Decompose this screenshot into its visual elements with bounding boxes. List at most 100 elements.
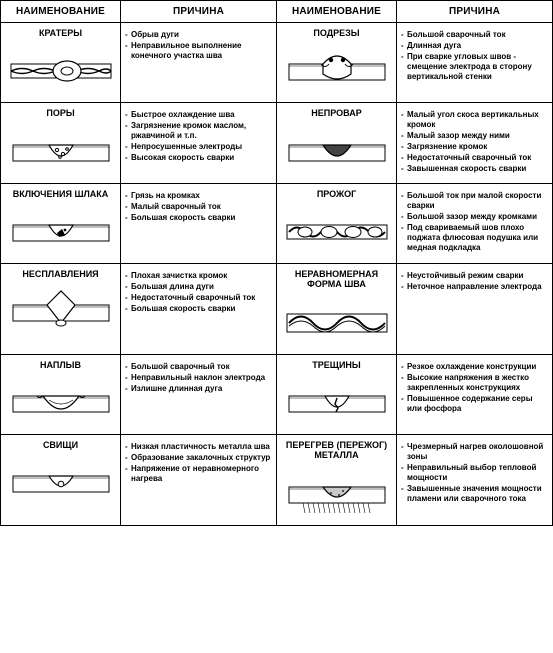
table-row: ПОРЫ Быстрое охлаждение шваЗагрязнение к… — [1, 103, 553, 183]
defect-title: ПРОЖОГ — [281, 187, 392, 202]
cause-item: Неправильное выполнение конечного участк… — [125, 41, 273, 61]
defect-cause-cell: Низкая пластичность металла шваОбразован… — [121, 435, 277, 526]
cause-item: Неправильный наклон электрода — [125, 373, 273, 383]
cause-item: Большая скорость сварки — [125, 213, 273, 223]
defect-name-cell: НЕСПЛАВЛЕНИЯ — [1, 264, 121, 355]
header-cause-2: ПРИЧИНА — [397, 1, 553, 23]
defect-title: СВИЩИ — [5, 438, 116, 453]
cause-list: Большой ток при малой скорости сваркиБол… — [401, 191, 549, 253]
cause-item: Образование закалочных структур — [125, 453, 273, 463]
defect-name-cell: ТРЕЩИНЫ — [277, 354, 397, 434]
defect-cause-cell: Грязь на кромкахМалый сварочный токБольш… — [121, 183, 277, 263]
defect-illustration — [281, 202, 392, 260]
cause-item: Чрезмерный нагрев околошовной зоны — [401, 442, 549, 462]
defect-illustration — [281, 464, 392, 522]
cause-item: Малый угол скоса вертикальных кромок — [401, 110, 549, 130]
defect-illustration — [281, 373, 392, 431]
cause-item: Грязь на кромках — [125, 191, 273, 201]
cause-list: Неустойчивый режим сваркиНеточное направ… — [401, 271, 549, 292]
defect-illustration — [5, 202, 116, 260]
cause-item: Излишне длинная дуга — [125, 384, 273, 394]
cause-item: Загрязнение кромок — [401, 142, 549, 152]
cause-item: Неточное направление электрода — [401, 282, 549, 292]
cause-list: Малый угол скоса вертикальных кромокМалы… — [401, 110, 549, 174]
defect-name-cell: ПРОЖОГ — [277, 183, 397, 263]
defect-cause-cell: Большой ток при малой скорости сваркиБол… — [397, 183, 553, 263]
cause-item: Загрязнение кромок маслом, ржавчиной и т… — [125, 121, 273, 141]
defect-cause-cell: Неустойчивый режим сваркиНеточное направ… — [397, 264, 553, 355]
cause-item: Непросушенные электроды — [125, 142, 273, 152]
header-name-2: НАИМЕНОВАНИЕ — [277, 1, 397, 23]
defect-cause-cell: Большой сварочный токДлинная дугаПри сва… — [397, 23, 553, 103]
defect-illustration — [5, 453, 116, 511]
header-row: НАИМЕНОВАНИЕ ПРИЧИНА НАИМЕНОВАНИЕ ПРИЧИН… — [1, 1, 553, 23]
defect-illustration — [5, 282, 116, 340]
cause-list: Большой сварочный токДлинная дугаПри сва… — [401, 30, 549, 82]
cause-item: Большой сварочный ток — [401, 30, 549, 40]
defect-illustration — [5, 41, 116, 99]
defect-name-cell: ПЕРЕГРЕВ (ПЕРЕЖОГ) МЕТАЛЛА — [277, 435, 397, 526]
defect-name-cell: СВИЩИ — [1, 435, 121, 526]
table-row: КРАТЕРЫ Обрыв дугиНеправильное выполнени… — [1, 23, 553, 103]
cause-item: Плохая зачистка кромок — [125, 271, 273, 281]
cause-item: Малый сварочный ток — [125, 202, 273, 212]
cause-item: Обрыв дуги — [125, 30, 273, 40]
cause-item: Повышенное содержание серы или фосфора — [401, 394, 549, 414]
defect-name-cell: ПОРЫ — [1, 103, 121, 183]
cause-list: Быстрое охлаждение шваЗагрязнение кромок… — [125, 110, 273, 163]
defect-title: НЕСПЛАВЛЕНИЯ — [5, 267, 116, 282]
defect-title: ПОДРЕЗЫ — [281, 26, 392, 41]
cause-item: Недостаточный сварочный ток — [401, 153, 549, 163]
defect-name-cell: ПОДРЕЗЫ — [277, 23, 397, 103]
header-cause-1: ПРИЧИНА — [121, 1, 277, 23]
cause-item: Завышенная скорость сварки — [401, 164, 549, 174]
cause-item: Большая скорость сварки — [125, 304, 273, 314]
cause-list: Чрезмерный нагрев околошовной зоныНеправ… — [401, 442, 549, 504]
defect-illustration — [5, 122, 116, 180]
defect-title: ПЕРЕГРЕВ (ПЕРЕЖОГ) МЕТАЛЛА — [281, 438, 392, 464]
defect-title: ВКЛЮЧЕНИЯ ШЛАКА — [5, 187, 116, 202]
cause-list: Плохая зачистка кромокБольшая длина дуги… — [125, 271, 273, 314]
defect-title: НЕРАВНОМЕРНАЯ ФОРМА ШВА — [281, 267, 392, 293]
defect-illustration — [281, 41, 392, 99]
defect-title: НАПЛЫВ — [5, 358, 116, 373]
cause-item: Большой сварочный ток — [125, 362, 273, 372]
cause-item: При сварке угловых швов - смещение элект… — [401, 52, 549, 82]
cause-list: Обрыв дугиНеправильное выполнение конечн… — [125, 30, 273, 61]
table-row: НЕСПЛАВЛЕНИЯ Плохая зачистка кромокБольш… — [1, 264, 553, 355]
defect-name-cell: ВКЛЮЧЕНИЯ ШЛАКА — [1, 183, 121, 263]
cause-item: Большой ток при малой скорости сварки — [401, 191, 549, 211]
defect-cause-cell: Малый угол скоса вертикальных кромокМалы… — [397, 103, 553, 183]
cause-item: Неустойчивый режим сварки — [401, 271, 549, 281]
defect-cause-cell: Обрыв дугиНеправильное выполнение конечн… — [121, 23, 277, 103]
defects-table: НАИМЕНОВАНИЕ ПРИЧИНА НАИМЕНОВАНИЕ ПРИЧИН… — [0, 0, 553, 526]
cause-list: Резкое охлаждение конструкцииВысокие нап… — [401, 362, 549, 414]
cause-item: Малый зазор между ними — [401, 131, 549, 141]
cause-item: Напряжение от неравномерного нагрева — [125, 464, 273, 484]
cause-item: Высокая скорость сварки — [125, 153, 273, 163]
cause-item: Резкое охлаждение конструкции — [401, 362, 549, 372]
cause-list: Низкая пластичность металла шваОбразован… — [125, 442, 273, 484]
defect-title: ТРЕЩИНЫ — [281, 358, 392, 373]
defect-name-cell: НАПЛЫВ — [1, 354, 121, 434]
cause-item: Длинная дуга — [401, 41, 549, 51]
defect-title: ПОРЫ — [5, 106, 116, 121]
defect-cause-cell: Резкое охлаждение конструкцииВысокие нап… — [397, 354, 553, 434]
defect-illustration — [5, 373, 116, 431]
cause-item: Неправильный выбор тепловой мощности — [401, 463, 549, 483]
defect-name-cell: НЕРАВНОМЕРНАЯ ФОРМА ШВА — [277, 264, 397, 355]
defect-illustration — [281, 293, 392, 351]
defect-cause-cell: Чрезмерный нагрев околошовной зоныНеправ… — [397, 435, 553, 526]
cause-item: Низкая пластичность металла шва — [125, 442, 273, 452]
defect-cause-cell: Быстрое охлаждение шваЗагрязнение кромок… — [121, 103, 277, 183]
defect-name-cell: КРАТЕРЫ — [1, 23, 121, 103]
defect-title: НЕПРОВАР — [281, 106, 392, 121]
cause-item: Большой зазор между кромками — [401, 212, 549, 222]
header-name-1: НАИМЕНОВАНИЕ — [1, 1, 121, 23]
cause-item: Недостаточный сварочный ток — [125, 293, 273, 303]
table-row: НАПЛЫВ Большой сварочный токНеправильный… — [1, 354, 553, 434]
defect-title: КРАТЕРЫ — [5, 26, 116, 41]
defect-cause-cell: Большой сварочный токНеправильный наклон… — [121, 354, 277, 434]
cause-item: Высокие напряжения в жестко закрепленных… — [401, 373, 549, 393]
cause-list: Большой сварочный токНеправильный наклон… — [125, 362, 273, 394]
